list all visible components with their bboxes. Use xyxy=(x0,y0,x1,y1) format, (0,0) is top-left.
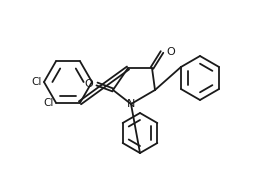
Text: N: N xyxy=(127,99,135,109)
Text: O: O xyxy=(84,79,93,89)
Text: Cl: Cl xyxy=(31,77,41,87)
Text: Cl: Cl xyxy=(43,98,53,108)
Text: O: O xyxy=(166,47,175,57)
